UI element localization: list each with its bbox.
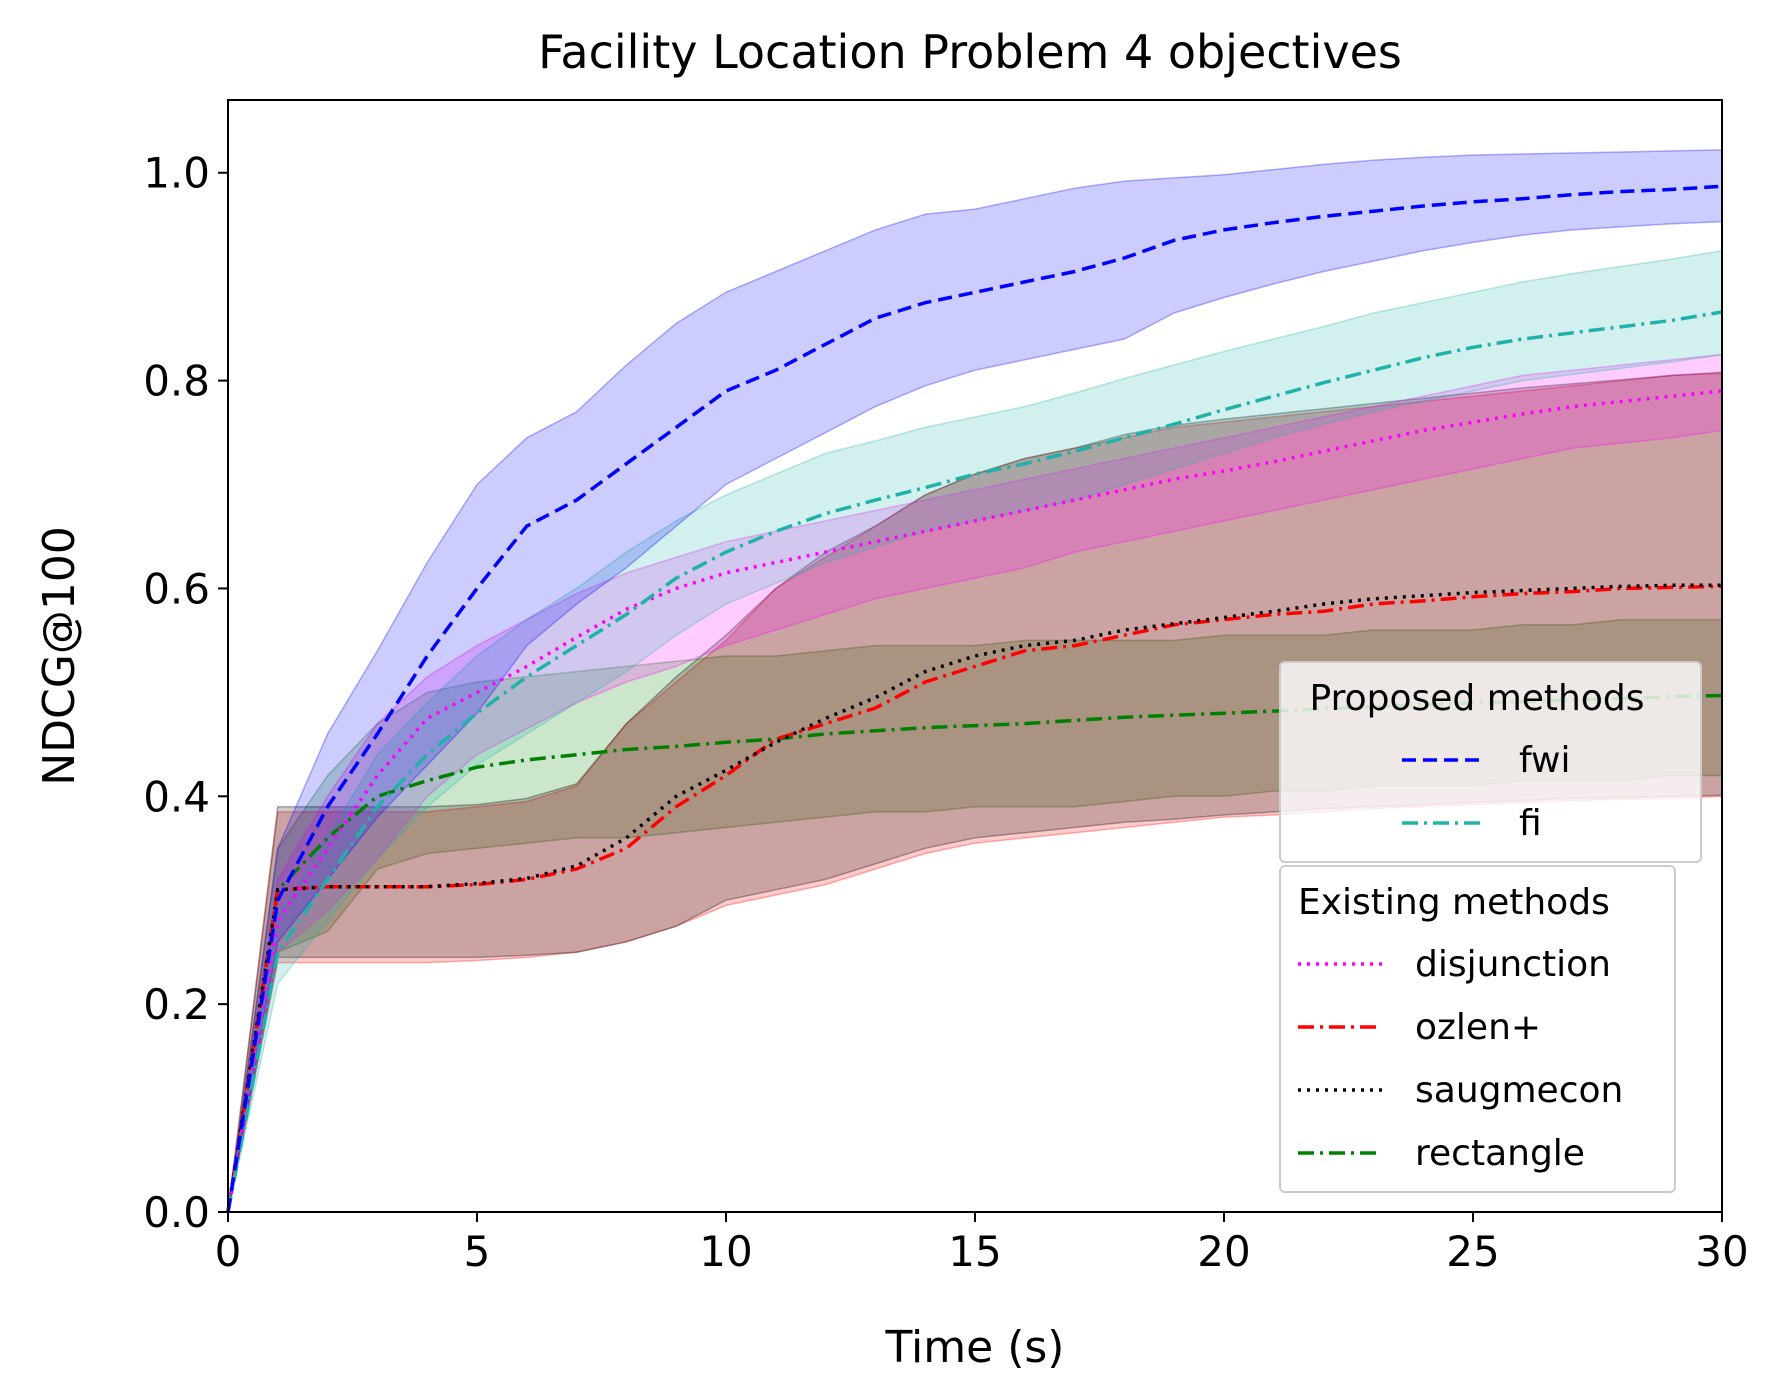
legend-title: Existing methods <box>1298 882 1610 923</box>
y-tick-label: 1.0 <box>143 149 210 198</box>
y-tick-label: 0.8 <box>143 357 210 406</box>
x-tick-label: 5 <box>464 1227 491 1276</box>
y-tick-label: 0.0 <box>143 1188 210 1237</box>
legend: Proposed methods fwi fi Existing methods dis… <box>1280 662 1701 1192</box>
x-tick-label: 15 <box>948 1227 1001 1276</box>
x-tick-label: 20 <box>1197 1227 1250 1276</box>
x-tick-label: 10 <box>699 1227 752 1276</box>
chart-title: Facility Location Problem 4 objectives <box>538 25 1402 79</box>
x-tick-label: 25 <box>1446 1227 1499 1276</box>
x-tick-label: 30 <box>1695 1227 1748 1276</box>
legend-label-fwi: fwi <box>1519 740 1571 781</box>
legend-label-rectangle: rectangle <box>1415 1133 1585 1174</box>
x-axis-label: Time (s) <box>885 1322 1065 1373</box>
x-tick-label: 0 <box>215 1227 242 1276</box>
y-tick-label: 0.6 <box>143 564 210 613</box>
legend-label-ozlen: ozlen+ <box>1415 1007 1541 1048</box>
y-tick-label: 0.4 <box>143 772 210 821</box>
legend-label-disjunction: disjunction <box>1415 944 1611 985</box>
y-tick-label: 0.2 <box>143 980 210 1029</box>
y-axis-label: NDCG@100 <box>34 526 85 786</box>
legend-label-saugmecon: saugmecon <box>1415 1070 1623 1111</box>
legend-label-fi: fi <box>1519 803 1542 844</box>
legend-title: Proposed methods <box>1310 678 1645 719</box>
